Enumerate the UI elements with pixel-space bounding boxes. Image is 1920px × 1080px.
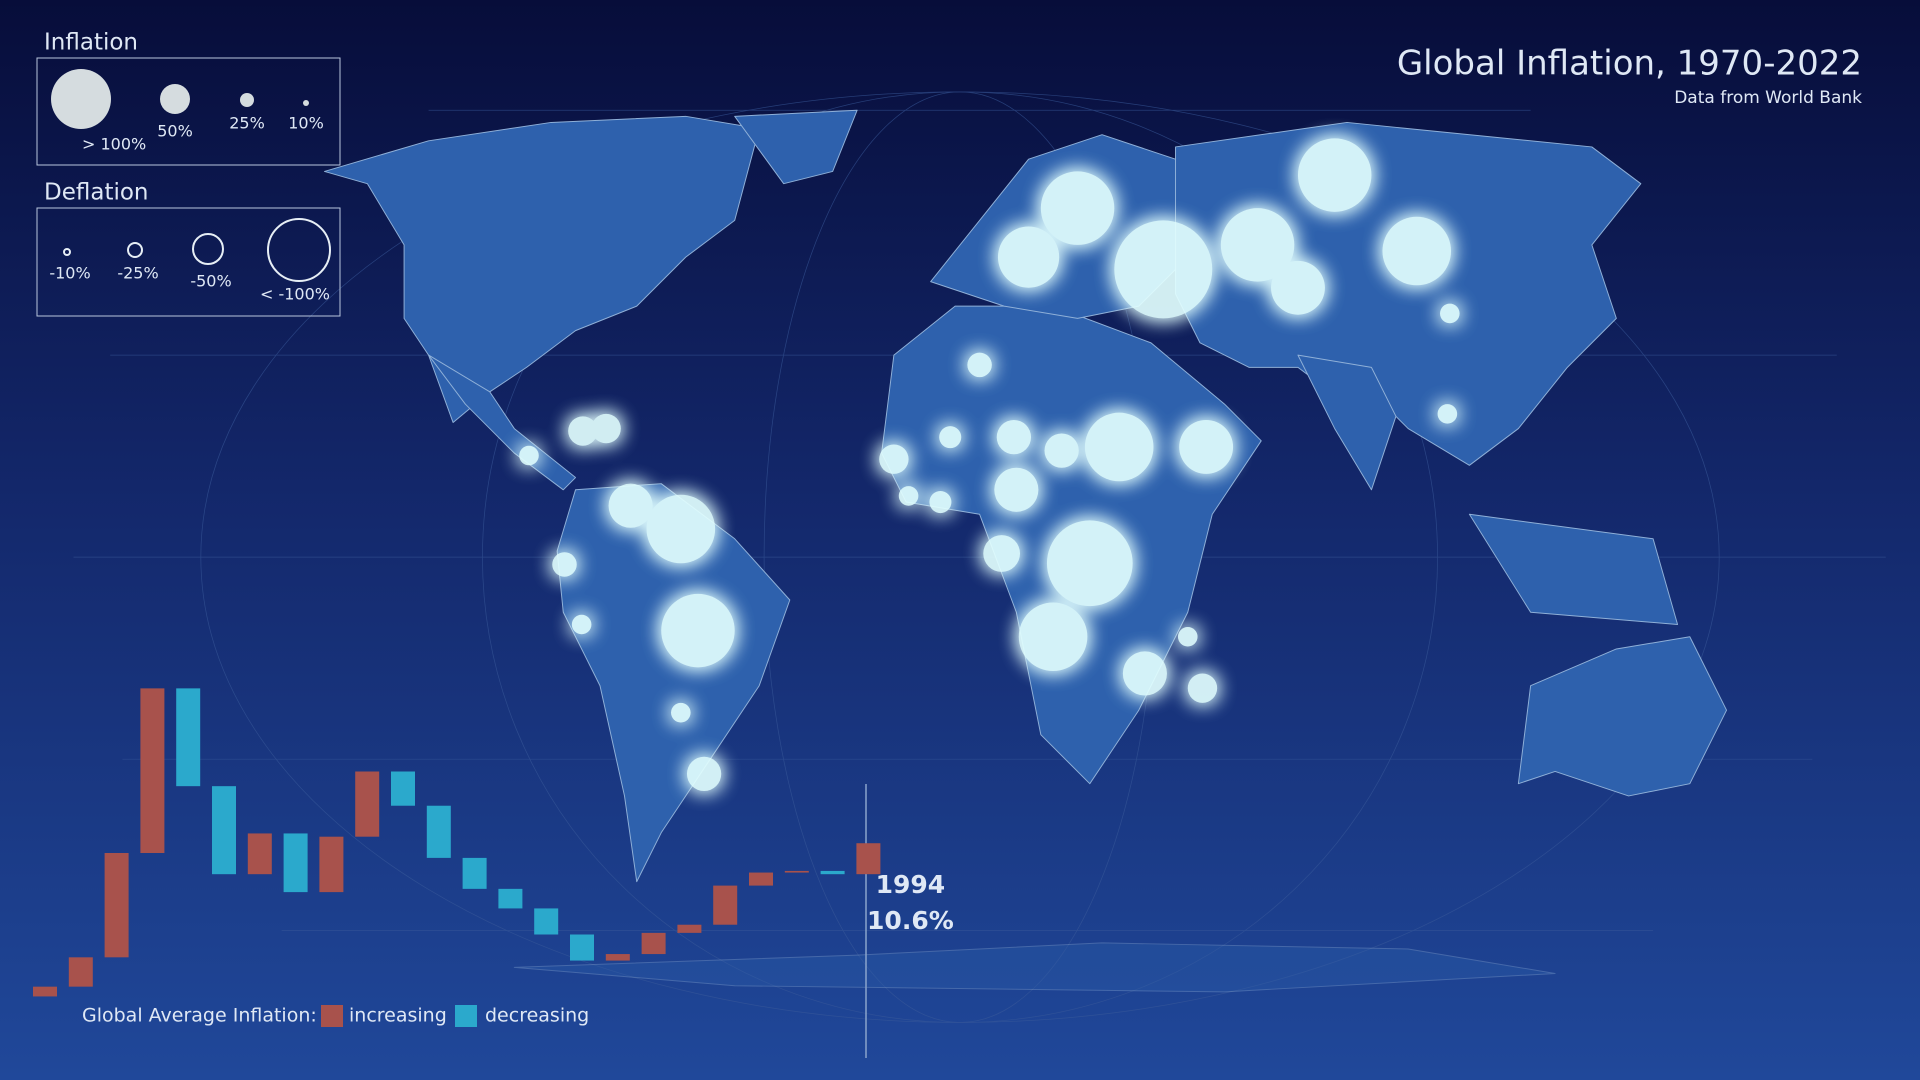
antarctica	[513, 942, 1556, 993]
central-america	[428, 354, 577, 491]
title: Global Inflation, 1970-2022	[1397, 44, 1862, 84]
deflation-size-swatch	[267, 218, 331, 282]
waterfall-bar	[283, 833, 308, 893]
inflation-legend-box	[36, 57, 341, 166]
current-year-label: 1994	[876, 870, 946, 899]
deflation-size-swatch	[127, 242, 143, 258]
inflation-glows	[519, 138, 1460, 792]
deflation-size-label: < -100%	[260, 285, 330, 304]
legend-label: increasing	[349, 1005, 447, 1027]
indonesia	[1468, 513, 1679, 625]
deflation-size-swatch	[192, 233, 224, 265]
waterfall-bar	[534, 908, 559, 935]
india	[1297, 354, 1397, 491]
waterfall-bar	[749, 872, 773, 886]
waterfall-bar	[498, 888, 523, 909]
legend-swatch	[321, 1005, 343, 1027]
waterfall-bar	[355, 771, 380, 837]
waterfall-bar	[856, 843, 881, 875]
greenland	[734, 109, 858, 185]
australia	[1517, 636, 1728, 797]
asia	[1175, 121, 1642, 466]
current-value-label: 10.6%	[867, 906, 954, 935]
waterfall-bar	[68, 957, 93, 987]
subtitle: Data from World Bank	[1674, 88, 1862, 108]
south-america	[556, 483, 791, 883]
deflation-size-label: -10%	[49, 264, 90, 283]
deflation-legend-title: Deflation	[44, 180, 149, 206]
inflation-size-swatch	[51, 69, 111, 129]
waterfall-bar	[641, 932, 666, 955]
inflation-size-swatch	[160, 84, 190, 114]
waterfall-bar	[677, 924, 702, 933]
waterfall-bar	[176, 688, 201, 787]
waterfall-bar	[319, 836, 344, 893]
waterfall-bar	[605, 954, 630, 961]
waterfall-bar	[713, 885, 738, 925]
inflation-size-label: 25%	[229, 114, 265, 133]
legend-swatch	[455, 1005, 477, 1027]
legend-label: decreasing	[485, 1005, 589, 1027]
waterfall-bar	[104, 853, 129, 958]
world-map	[73, 91, 1886, 1023]
waterfall-bar	[426, 805, 451, 858]
deflation-legend-box	[36, 207, 341, 317]
inflation-size-swatch	[303, 100, 309, 106]
inflation-size-swatch	[240, 93, 254, 107]
waterfall-bar	[212, 786, 236, 875]
inflation-size-label: 50%	[157, 122, 193, 141]
waterfall-bar	[247, 833, 272, 875]
chart-legend-title: Global Average Inflation:	[82, 1005, 317, 1027]
waterfall-bar	[391, 771, 415, 806]
waterfall-bar	[462, 857, 487, 889]
waterfall-bar	[820, 870, 845, 875]
waterfall-bar	[33, 986, 57, 997]
inflation-size-label: 10%	[288, 114, 324, 133]
waterfall-bar	[784, 870, 809, 873]
waterfall-bar	[140, 688, 165, 853]
waterfall-bar	[570, 934, 594, 961]
deflation-size-label: -25%	[117, 264, 158, 283]
inflation-legend-title: Inflation	[44, 30, 138, 56]
deflation-size-label: -50%	[190, 272, 231, 291]
north-america	[324, 115, 760, 423]
deflation-size-swatch	[63, 248, 71, 256]
inflation-size-label: > 100%	[82, 135, 146, 154]
